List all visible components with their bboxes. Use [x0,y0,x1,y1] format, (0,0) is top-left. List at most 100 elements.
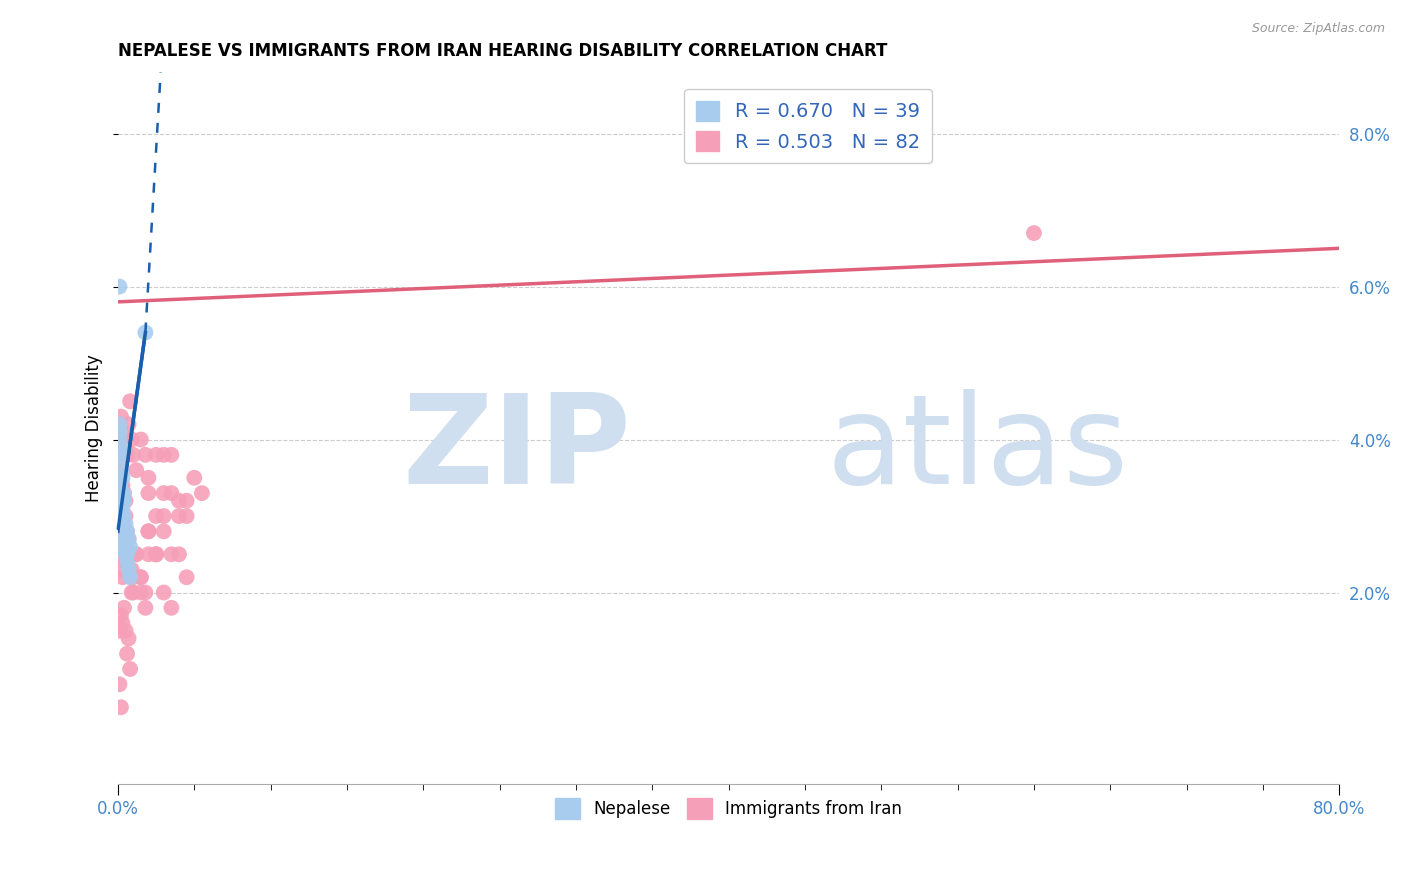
Point [111,501,134,516]
Point [160,448,183,462]
Point [117,532,139,546]
Point [111,524,134,539]
Point [112,509,135,524]
Point [117,563,139,577]
Point [115,547,138,561]
Point [121,585,143,599]
Point [110,463,132,477]
Point [176,493,198,508]
Point [129,570,152,584]
Point [160,547,183,561]
Point [111,570,134,584]
Point [125,547,148,561]
Point [112,524,135,539]
Point [108,279,131,293]
Point [108,471,131,485]
Point [117,417,139,432]
Point [115,524,138,539]
Text: Source: ZipAtlas.com: Source: ZipAtlas.com [1251,22,1385,36]
Point [108,478,131,492]
Point [125,463,148,477]
Point [120,394,142,409]
Point [107,524,129,539]
Point [108,677,131,691]
Point [160,486,183,500]
Point [110,409,132,424]
Point [1022,226,1045,240]
Point [134,326,156,340]
Point [110,524,132,539]
Point [122,448,145,462]
Point [120,570,142,584]
Point [152,524,174,539]
Point [138,486,160,500]
Point [108,501,131,516]
Point [117,632,139,646]
Point [145,448,167,462]
Point [114,540,136,554]
Point [176,509,198,524]
Point [120,547,142,561]
Point [134,448,156,462]
Point [114,493,136,508]
Point [108,471,131,485]
Point [111,425,134,439]
Point [110,608,132,623]
Point [114,547,136,561]
Point [112,486,135,500]
Point [111,532,134,546]
Point [121,433,143,447]
Point [110,700,132,714]
Point [120,662,142,676]
Point [167,493,190,508]
Point [122,585,145,599]
Point [108,624,131,638]
Text: atlas: atlas [827,389,1129,510]
Point [110,563,132,577]
Point [152,448,174,462]
Point [114,448,136,462]
Point [152,486,174,500]
Point [108,433,131,447]
Point [115,524,138,539]
Point [112,532,135,546]
Point [108,509,131,524]
Point [145,547,167,561]
Point [122,547,145,561]
Point [108,547,131,561]
Point [112,540,135,554]
Point [134,600,156,615]
Point [129,433,152,447]
Point [111,478,134,492]
Point [108,516,131,531]
Point [107,486,129,500]
Point [108,417,131,432]
Point [112,600,135,615]
Point [167,547,190,561]
Point [138,547,160,561]
Text: ZIP: ZIP [402,389,631,510]
Point [183,471,205,485]
Point [121,563,143,577]
Point [110,501,132,516]
Text: NEPALESE VS IMMIGRANTS FROM IRAN HEARING DISABILITY CORRELATION CHART: NEPALESE VS IMMIGRANTS FROM IRAN HEARING… [118,42,887,60]
Point [112,486,135,500]
Point [122,570,145,584]
Point [110,448,132,462]
Point [160,600,183,615]
Legend: Nepalese, Immigrants from Iran: Nepalese, Immigrants from Iran [548,791,910,825]
Point [115,547,138,561]
Point [108,440,131,454]
Point [115,448,138,462]
Point [117,532,139,546]
Point [112,524,135,539]
Point [176,570,198,584]
Point [108,509,131,524]
Point [112,493,135,508]
Point [120,570,142,584]
Point [114,509,136,524]
Point [111,463,134,477]
Point [145,547,167,561]
Point [115,647,138,661]
Point [112,433,135,447]
